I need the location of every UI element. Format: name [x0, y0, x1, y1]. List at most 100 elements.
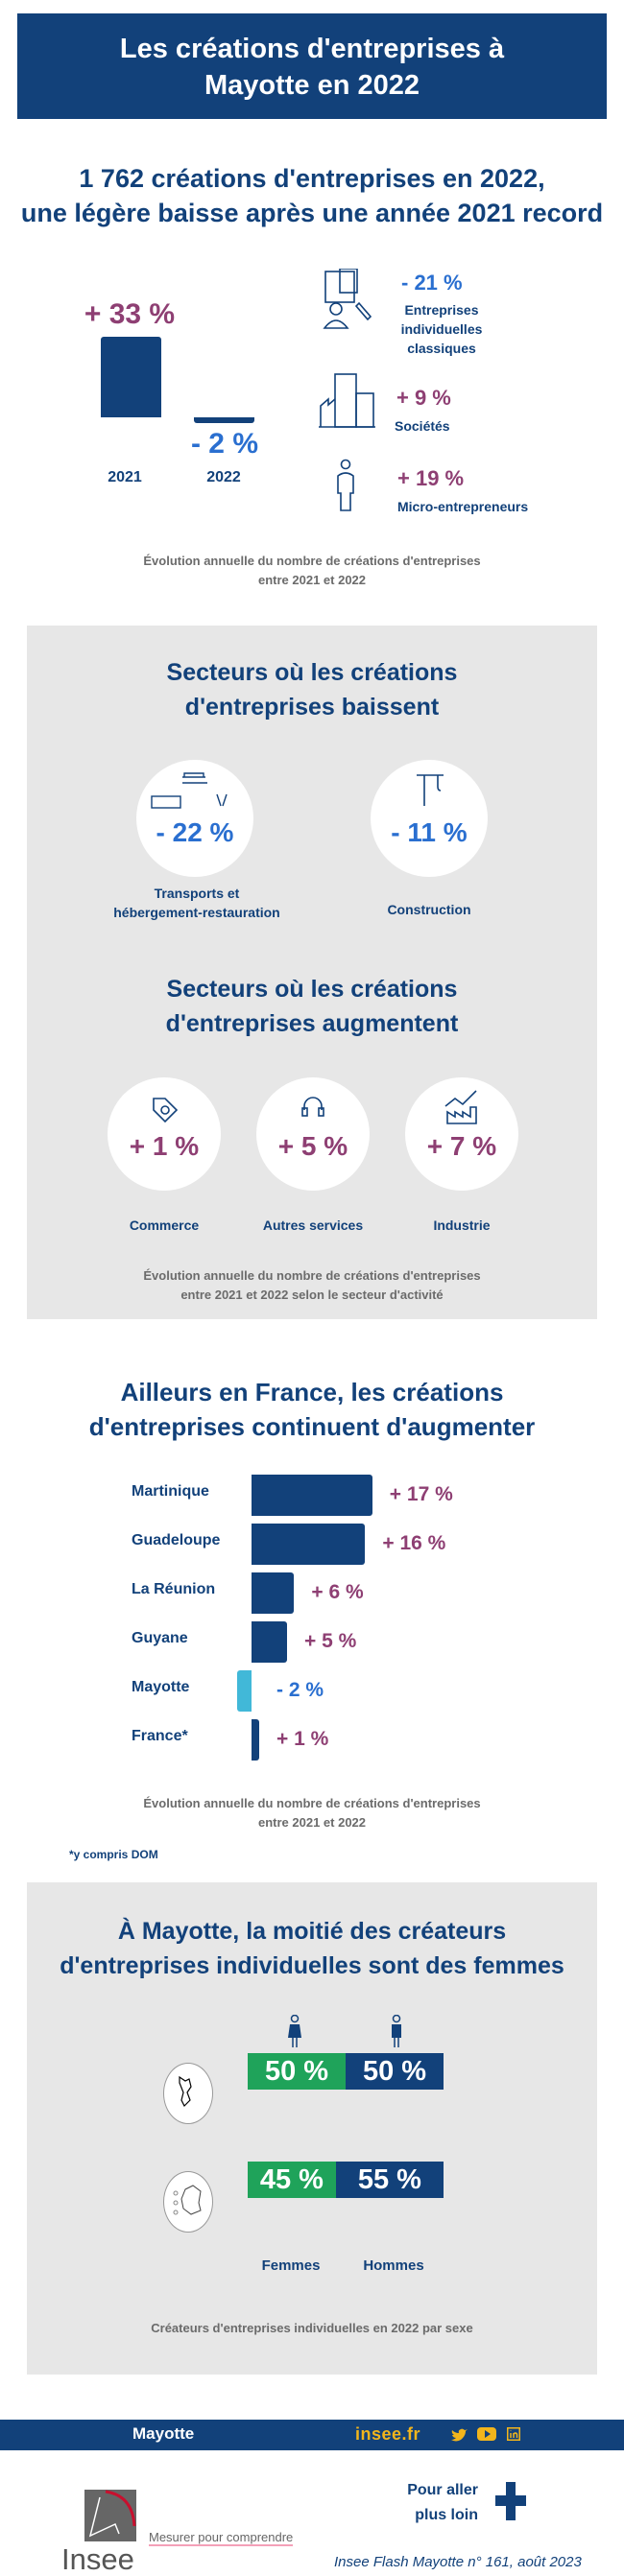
femmes-share-bar: 50 % [248, 2053, 346, 2090]
caption-line: Évolution annuelle du nombre de création… [143, 554, 481, 568]
sectors-up-title: Secteurs où les créations d'entreprises … [0, 972, 624, 1041]
footer-region: Mayotte [132, 2424, 195, 2443]
title-line-1: Les créations d'entreprises à [119, 34, 505, 64]
headset-icon [301, 1097, 324, 1117]
section2-caption: Évolution annuelle du nombre de création… [0, 1266, 624, 1305]
title-line: 1 762 créations d'entreprises en 2022, [79, 164, 545, 193]
sector-circle-transports: - 22 % [136, 760, 253, 877]
tagline: Mesurer pour comprendre [149, 2530, 294, 2546]
insee-logo-text: Insee [61, 2542, 134, 2576]
femmes-share-bar: 45 % [248, 2162, 336, 2198]
gender-panel [27, 1882, 597, 2375]
hommes-share-bar: 55 % [335, 2162, 444, 2198]
caption-line: entre 2021 et 2022 [257, 573, 367, 587]
label-line: Entreprises [404, 302, 479, 318]
sector-label-commerce: Commerce [129, 1217, 200, 1233]
bar-value-label: + 6 % [311, 1581, 364, 1603]
more-line: plus loin [415, 2507, 478, 2523]
insee-logo-mark [84, 2490, 136, 2541]
title-line: d'entreprises augmentent [165, 1010, 459, 1037]
woman-icon [288, 2015, 301, 2047]
header-banner: Les créations d'entreprises à Mayotte en… [17, 13, 607, 119]
footer-band: Mayotte insee.fr [0, 2420, 624, 2450]
sectors-down-title: Secteurs où les créations d'entreprises … [0, 655, 624, 724]
section3-caption: Évolution annuelle du nombre de création… [0, 1794, 624, 1832]
title-line: À Mayotte, la moitié des créateurs [117, 1918, 507, 1945]
footnote: *y compris DOM [69, 1848, 158, 1861]
bar-2021-value: + 33 % [84, 298, 176, 330]
title-line: Ailleurs en France, les créations [120, 1378, 504, 1406]
title-line: Secteurs où les créations [166, 659, 458, 686]
person-icon [337, 459, 354, 511]
hommes-label: Hommes [363, 2257, 424, 2274]
buildings-icon [319, 373, 375, 428]
bar-category-label: Guadeloupe [132, 1532, 221, 1548]
sector-label-industrie: Industrie [433, 1217, 491, 1233]
caption-line: entre 2021 et 2022 selon le secteur d'ac… [180, 1288, 444, 1302]
sectors-panel [27, 626, 597, 1319]
sector-value: - 11 % [391, 817, 468, 847]
crane-icon [417, 774, 444, 806]
label-line: Transports et [154, 886, 240, 901]
bar-2022 [194, 417, 254, 423]
type-value-micro: + 19 % [397, 466, 465, 490]
label-line: hébergement-restauration [113, 905, 280, 920]
more-info-link[interactable]: Pour aller plus loin [384, 2478, 478, 2528]
section4-caption: Créateurs d'entreprises individuelles en… [151, 2321, 473, 2335]
hommes-share-bar: 50 % [346, 2053, 444, 2090]
bar-martinique [252, 1475, 372, 1516]
sector-value: + 7 % [426, 1131, 497, 1161]
bar-value-label: + 1 % [276, 1728, 329, 1750]
title-line: d'entreprises individuelles sont des fem… [60, 1952, 564, 1979]
year-2021: 2021 [108, 469, 142, 485]
plus-icon[interactable] [495, 2482, 526, 2520]
sector-label-services: Autres services [262, 1217, 364, 1233]
title-line-2: Mayotte en 2022 [204, 70, 420, 101]
bar-value-label: - 2 % [276, 1679, 324, 1701]
bar-2022-value: - 2 % [190, 428, 259, 460]
section1-caption: Évolution annuelle du nombre de création… [0, 552, 624, 590]
label-line: classiques [407, 341, 476, 356]
transport-hotel-icon [151, 772, 228, 809]
bar-value-label: + 17 % [389, 1483, 453, 1505]
bar-category-label: Guyane [132, 1630, 188, 1646]
bar-category-label: Martinique [132, 1483, 209, 1500]
france-map-icon [163, 2171, 213, 2233]
bar-value-label: + 5 % [304, 1630, 357, 1652]
bar-2021 [101, 337, 161, 417]
twitter-icon[interactable] [451, 2427, 468, 2442]
bar-france [252, 1719, 259, 1761]
sector-circle-commerce: + 1 % [108, 1077, 221, 1191]
label-line: individuelles [400, 321, 483, 337]
bar-guadeloupe [252, 1524, 366, 1565]
individual-entrepreneur-icon [323, 269, 372, 329]
price-tag-icon [153, 1098, 179, 1123]
insee-link[interactable]: insee.fr [355, 2424, 421, 2444]
section1-title: 1 762 créations d'entreprises en 2022, u… [0, 161, 624, 230]
bar-guyane [252, 1621, 287, 1663]
bar-larunion [252, 1572, 295, 1614]
bar-category-label: La Réunion [132, 1581, 216, 1597]
caption-line: entre 2021 et 2022 [257, 1815, 367, 1830]
type-value-societes: + 9 % [396, 386, 451, 410]
more-line: Pour aller [407, 2482, 478, 2498]
section4-title: À Mayotte, la moitié des créateurs d'ent… [0, 1914, 624, 1983]
sector-value: - 22 % [156, 817, 234, 847]
man-icon [392, 2015, 401, 2047]
youtube-icon[interactable] [477, 2427, 496, 2441]
sector-label-construction: Construction [387, 902, 471, 917]
sector-circle-services: + 5 % [256, 1077, 370, 1191]
sector-value: + 1 % [129, 1131, 200, 1161]
linkedin-icon[interactable] [507, 2427, 520, 2441]
bar-value-label: + 16 % [382, 1532, 446, 1554]
type-label-societes: Sociétés [395, 418, 450, 434]
title-line: d'entreprises baissent [184, 694, 440, 721]
caption-line: Évolution annuelle du nombre de création… [143, 1268, 481, 1283]
type-label-ei: Entreprises individuelles classiques [384, 300, 499, 358]
title-line: Secteurs où les créations [166, 976, 458, 1003]
bar-category-label: Mayotte [132, 1679, 190, 1695]
title-line: une légère baisse après une année 2021 r… [20, 199, 604, 227]
mayotte-map-icon [163, 2063, 213, 2124]
section3-title: Ailleurs en France, les créations d'entr… [0, 1375, 624, 1444]
sector-value: + 5 % [277, 1131, 348, 1161]
